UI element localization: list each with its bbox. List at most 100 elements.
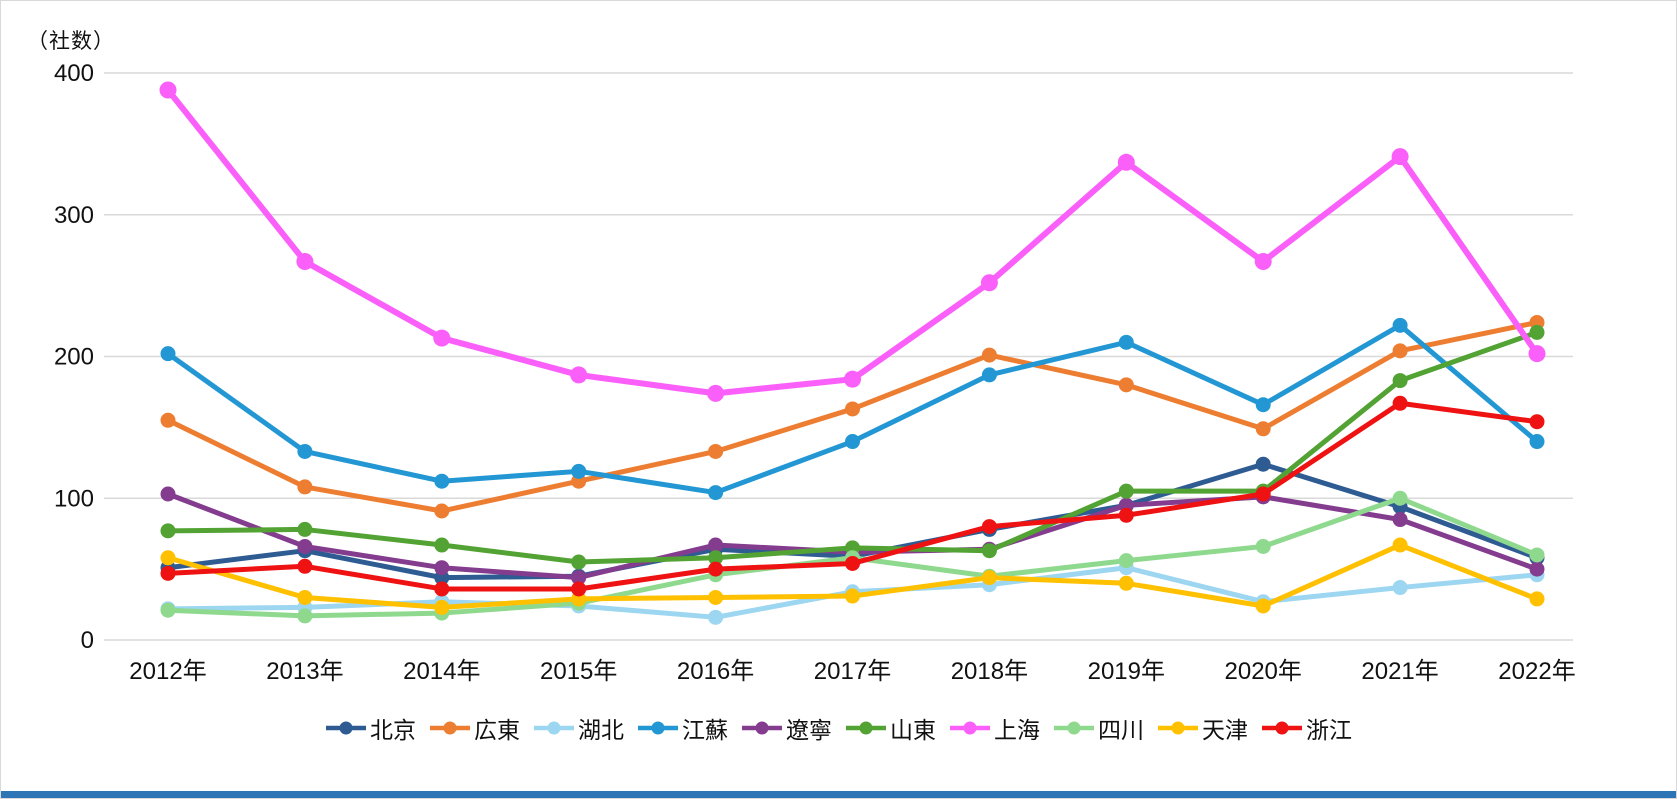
series-marker-zhejiang-2016 — [708, 561, 724, 577]
series-marker-liaoning-2021 — [1392, 512, 1408, 528]
legend-marker-dot-sichuan — [1067, 721, 1081, 735]
series-marker-liaoning-2016 — [708, 537, 724, 553]
series-marker-guangdong-2016 — [708, 443, 724, 459]
series-marker-shandong-2015 — [571, 554, 587, 570]
x-label-2018: 2018年 — [951, 658, 1028, 685]
legend-item-zhejiang: 浙江 — [1261, 711, 1352, 745]
legend-marker-dot-tianjin — [1171, 721, 1185, 735]
series-marker-tianjin-2019 — [1118, 575, 1134, 591]
series-marker-sichuan-2020 — [1255, 538, 1271, 554]
legend-marker-dot-beijing — [339, 721, 353, 735]
legend-marker-tianjin — [1158, 721, 1198, 735]
legend-label-guangdong: 広東 — [474, 717, 520, 743]
series-marker-shanghai-2022 — [1528, 345, 1546, 363]
series-marker-zhejiang-2018 — [981, 519, 997, 535]
series-marker-liaoning-2022 — [1529, 561, 1545, 577]
legend-marker-dot-jiangsu — [651, 721, 665, 735]
series-marker-zhejiang-2013 — [297, 558, 313, 574]
x-label-2022: 2022年 — [1498, 658, 1575, 685]
series-marker-liaoning-2015 — [571, 570, 587, 586]
series-marker-jiangsu-2015 — [571, 463, 587, 479]
series-jiangsu — [160, 317, 1545, 501]
series-marker-shandong-2019 — [1118, 483, 1134, 499]
series-marker-shanghai-2018 — [980, 274, 998, 292]
y-axis-tick-labels: 0 100 200 300 400 — [54, 60, 94, 654]
series-marker-tianjin-2018 — [981, 570, 997, 586]
series-marker-sichuan-2021 — [1392, 490, 1408, 506]
legend-marker-dot-guangdong — [443, 721, 457, 735]
series-marker-tianjin-2016 — [708, 589, 724, 605]
series-marker-jiangsu-2017 — [845, 434, 860, 450]
y-tick-label-200: 200 — [54, 344, 94, 371]
y-tick-label-400: 400 — [54, 60, 94, 87]
legend-marker-dot-shandong — [859, 721, 873, 735]
y-tick-label-300: 300 — [54, 202, 94, 229]
legend-item-shandong: 山東 — [845, 711, 936, 745]
legend-marker-dot-zhejiang — [1275, 721, 1289, 735]
x-label-2015: 2015年 — [540, 658, 617, 685]
series-shanghai — [159, 81, 1546, 402]
series-marker-shanghai-2020 — [1254, 253, 1272, 271]
series-marker-tianjin-2021 — [1392, 537, 1408, 553]
legend-marker-dot-liaoning — [755, 721, 769, 735]
series-marker-shanghai-2021 — [1391, 148, 1409, 166]
series-line-shanghai — [165, 87, 1540, 397]
legend-label-liaoning: 遼寧 — [786, 717, 832, 743]
series-marker-jiangsu-2016 — [708, 485, 724, 501]
legend-marker-shanghai — [950, 721, 990, 735]
series-marker-tianjin-2022 — [1529, 591, 1545, 607]
x-label-2016: 2016年 — [677, 658, 754, 685]
series-marker-shanghai-2017 — [844, 370, 861, 388]
legend-marker-guangdong — [430, 721, 470, 735]
legend-marker-dot-hubei — [547, 721, 561, 735]
legend-item-shanghai: 上海 — [949, 711, 1040, 745]
legend-marker-jiangsu — [638, 721, 678, 735]
legend-label-hubei: 湖北 — [578, 717, 624, 743]
legend-marker-liaoning — [742, 721, 782, 735]
series-marker-shanghai-2013 — [296, 253, 314, 271]
series-marker-zhejiang-2017 — [845, 555, 860, 571]
legend-marker-dot-shanghai — [963, 721, 977, 735]
legend-marker-shandong — [846, 721, 886, 735]
series-marker-zhejiang-2012 — [160, 565, 176, 581]
series-marker-shandong-2016 — [708, 550, 724, 566]
legend-marker-zhejiang — [1262, 721, 1302, 735]
window-bottom-edge — [1, 791, 1676, 798]
series-marker-sichuan-2013 — [297, 608, 313, 624]
legend-item-beijing: 北京 — [325, 711, 416, 745]
legend-item-guangdong: 広東 — [429, 711, 520, 745]
series-marker-jiangsu-2022 — [1529, 434, 1545, 450]
x-label-2013: 2013年 — [266, 658, 343, 685]
series-marker-guangdong-2017 — [845, 401, 860, 417]
series-marker-shandong-2012 — [160, 523, 176, 539]
legend-marker-sichuan — [1054, 721, 1094, 735]
series-marker-jiangsu-2020 — [1255, 397, 1271, 413]
series-marker-sichuan-2022 — [1529, 547, 1545, 563]
series-marker-jiangsu-2021 — [1392, 317, 1408, 333]
series-marker-jiangsu-2018 — [981, 367, 997, 383]
legend-label-jiangsu: 江蘇 — [682, 717, 728, 743]
series-marker-hubei-2021 — [1392, 580, 1408, 596]
series-marker-guangdong-2012 — [160, 412, 176, 428]
y-axis-unit-label: （社数） — [27, 30, 115, 53]
series-marker-tianjin-2017 — [845, 588, 860, 604]
series-marker-shandong-2021 — [1392, 373, 1408, 389]
series-marker-shandong-2018 — [981, 543, 997, 559]
x-label-2012: 2012年 — [129, 658, 206, 685]
series-marker-shanghai-2019 — [1117, 153, 1135, 171]
series-marker-guangdong-2014 — [434, 503, 450, 519]
chart-legend: 北京 広東 湖北 江蘇 遼寧 山東 上海 四川 天津 浙江 — [1, 711, 1676, 745]
series-marker-tianjin-2014 — [434, 599, 450, 615]
series-marker-guangdong-2019 — [1118, 377, 1134, 393]
series-marker-shanghai-2016 — [707, 384, 725, 402]
series-marker-liaoning-2014 — [434, 560, 450, 576]
legend-marker-beijing — [326, 721, 366, 735]
series-marker-liaoning-2012 — [160, 486, 176, 502]
series-marker-tianjin-2012 — [160, 550, 176, 566]
series-marker-jiangsu-2014 — [434, 473, 450, 489]
legend-label-shanghai: 上海 — [994, 717, 1040, 743]
x-label-2019: 2019年 — [1088, 658, 1165, 685]
legend-label-beijing: 北京 — [370, 717, 416, 743]
